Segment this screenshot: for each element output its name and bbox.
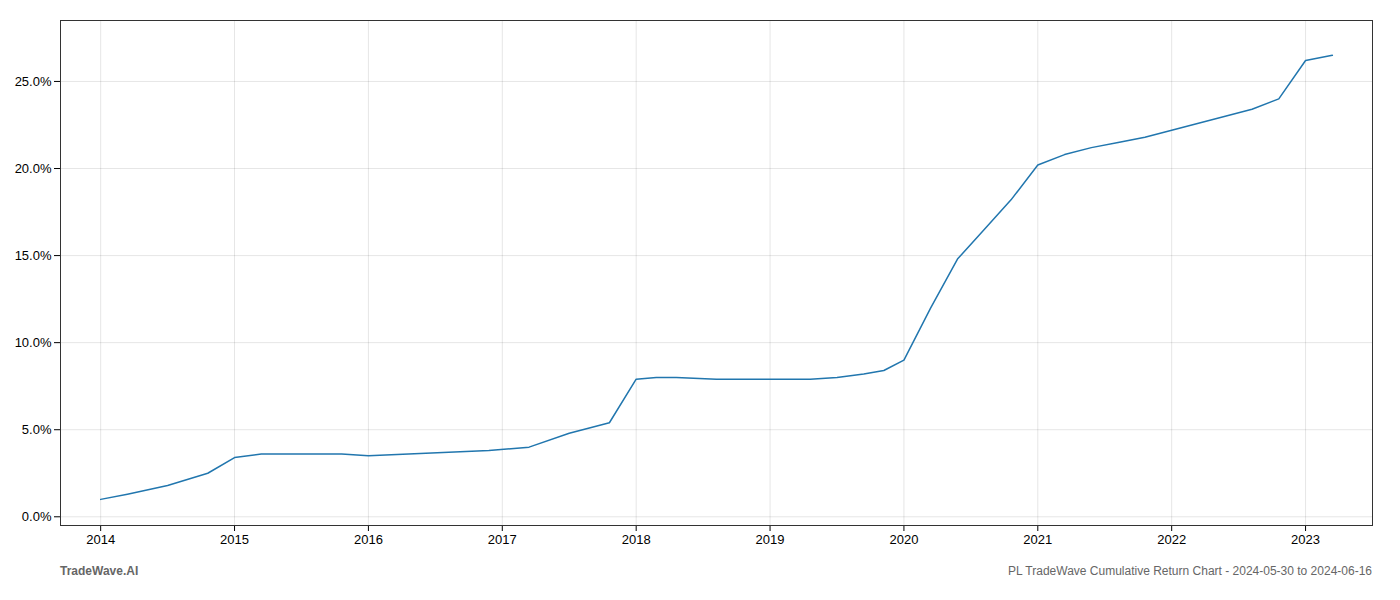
- svg-text:25.0%: 25.0%: [15, 74, 52, 89]
- svg-text:2015: 2015: [220, 532, 249, 547]
- html-text:TradeWave.AI: TradeWave.AI: [60, 564, 139, 578]
- svg-text:2016: 2016: [354, 532, 383, 547]
- svg-text:10.0%: 10.0%: [15, 335, 52, 350]
- svg-text:0.0%: 0.0%: [22, 509, 52, 524]
- svg-text:2014: 2014: [86, 532, 115, 547]
- svg-text:20.0%: 20.0%: [15, 161, 52, 176]
- svg-text:5.0%: 5.0%: [22, 422, 52, 437]
- svg-text:2020: 2020: [889, 532, 918, 547]
- svg-text:2019: 2019: [756, 532, 785, 547]
- svg-text:2023: 2023: [1291, 532, 1320, 547]
- svg-text:2017: 2017: [488, 532, 517, 547]
- svg-text:15.0%: 15.0%: [15, 248, 52, 263]
- html-text:PL TradeWave Cumulative Return: PL TradeWave Cumulative Return Chart - 2…: [1008, 564, 1372, 578]
- svg-text:2018: 2018: [622, 532, 651, 547]
- svg-text:2021: 2021: [1023, 532, 1052, 547]
- svg-text:2022: 2022: [1157, 532, 1186, 547]
